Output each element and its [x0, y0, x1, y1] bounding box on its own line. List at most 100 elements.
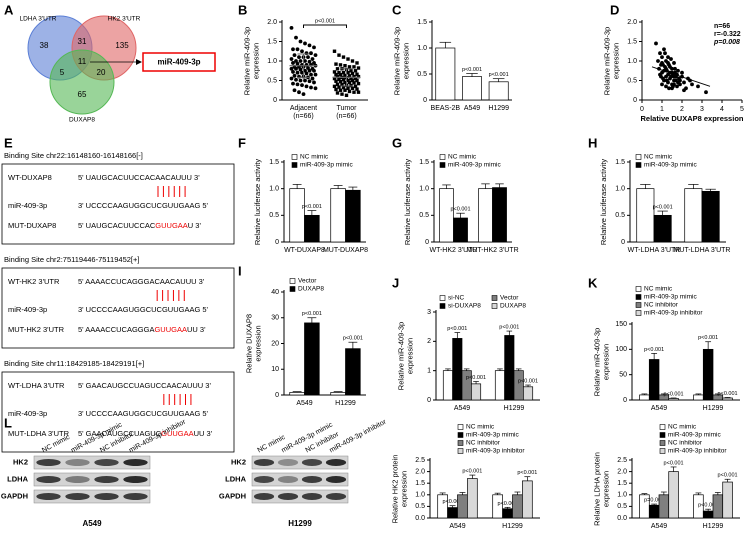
y-axis-label: Relative miR-409-3p [392, 27, 401, 95]
y-tick-label: 1.5 [267, 38, 277, 45]
dot [291, 61, 295, 65]
dot [307, 59, 312, 64]
row-name: WT-DUXAP8 [8, 173, 52, 182]
dot [309, 85, 313, 90]
dot [350, 59, 355, 63]
dot [292, 73, 297, 78]
y-tick-label: 0 [633, 97, 637, 104]
bar [653, 214, 672, 243]
dot [355, 61, 359, 65]
legend-swatch [439, 162, 446, 168]
legend-swatch [439, 303, 446, 309]
dot [334, 79, 338, 83]
dot [343, 73, 347, 78]
legend-swatch [289, 286, 296, 292]
point [682, 80, 686, 85]
x-tick-label: A549 [651, 405, 667, 412]
p-value: p<0.001 [718, 391, 738, 397]
point [660, 55, 664, 59]
blot-strip [33, 455, 151, 470]
x-tick-label: 3 [700, 106, 704, 113]
sequence-part: 5' UAUGCACUUCCACAACAUUU 3' [78, 173, 200, 182]
venn-count: 20 [97, 68, 106, 77]
point [669, 57, 673, 61]
dot [332, 84, 337, 89]
point [662, 47, 666, 52]
p-value: p=0.002 [644, 498, 664, 504]
p-value: p<0.001 [644, 347, 664, 353]
dot [347, 65, 352, 69]
dot [338, 79, 343, 84]
dot [298, 39, 303, 44]
y-tick-label: 0.5 [419, 212, 429, 219]
dot [353, 76, 358, 81]
x-tick-label: 5 [740, 106, 744, 113]
panel-label: H [588, 135, 597, 150]
dot [332, 49, 337, 53]
dot [352, 81, 356, 85]
y-tick-label: 2 [427, 338, 431, 345]
sequence-part: UU 3' [194, 429, 213, 438]
bar [304, 214, 320, 243]
stat: n=66 [714, 23, 730, 30]
legend-label: DUXAP8 [500, 303, 526, 310]
x-tick-label: Tumor [337, 105, 358, 112]
band [301, 476, 323, 483]
bar [442, 370, 453, 401]
dot [294, 35, 298, 40]
row-name: WT-LDHA 3'UTR [8, 381, 65, 390]
y-tick-label: 10 [271, 366, 279, 373]
band [277, 476, 299, 483]
sequence-part: 5' GAACAUGCCUAGUCCAACAUUU 3' [78, 381, 211, 390]
band [36, 459, 61, 466]
y-tick-label: 0.5 [269, 212, 279, 219]
band [65, 476, 90, 483]
p-value: p<0.001 [653, 205, 673, 211]
dot [356, 74, 361, 79]
x-tick-label: 1 [660, 106, 664, 113]
legend-label: miR-409-3p mimic [668, 432, 721, 439]
point [682, 88, 686, 93]
sequence-part: 5' AAAACCUCAGGGA [78, 325, 154, 334]
sequence: 5' GAACAUGCCUAGUCGUUGAAUU 3' [78, 429, 213, 438]
bar [345, 348, 361, 396]
bar [492, 187, 507, 243]
point [704, 90, 708, 95]
sequence-part: GUUGAA [154, 325, 187, 334]
legend-swatch [439, 154, 446, 160]
panel-label: B [238, 2, 247, 17]
bar [648, 504, 660, 519]
bar [452, 338, 463, 401]
sequence-part: GUUGAA [161, 429, 194, 438]
point [665, 78, 669, 83]
site-box [1, 267, 235, 349]
x-tick-label: H1299 [504, 405, 525, 412]
row-name: miR-409-3p [8, 201, 47, 210]
dot [289, 57, 294, 61]
bar [289, 392, 305, 396]
point [672, 74, 676, 79]
venn-set-label: HK2 3'UTR [108, 16, 141, 23]
p-value: p<0.001 [302, 204, 322, 210]
y-tick-label: 20 [271, 340, 279, 347]
p-value: p<0.001 [315, 18, 335, 24]
x-tick-label: Adjacent [290, 105, 317, 112]
panel-label: G [392, 135, 402, 150]
legend-label: si-DUXAP8 [448, 303, 481, 310]
row-name: WT-HK2 3'UTR [8, 277, 60, 286]
legend-swatch [457, 440, 464, 446]
bar [471, 383, 482, 401]
x-axis-label: Relative DUXAP8 expression [641, 114, 744, 123]
band [253, 476, 275, 483]
point [672, 61, 676, 65]
bar [648, 359, 660, 401]
y-tick-label: 2.5 [617, 457, 627, 464]
row-label: HK2 [231, 457, 246, 466]
bar [439, 188, 454, 243]
venn-set-label: DUXAP8 [69, 117, 95, 124]
dot [346, 86, 350, 90]
axes [631, 322, 740, 401]
dot [301, 92, 306, 97]
panel-label: E [4, 135, 13, 150]
dot [355, 72, 359, 76]
